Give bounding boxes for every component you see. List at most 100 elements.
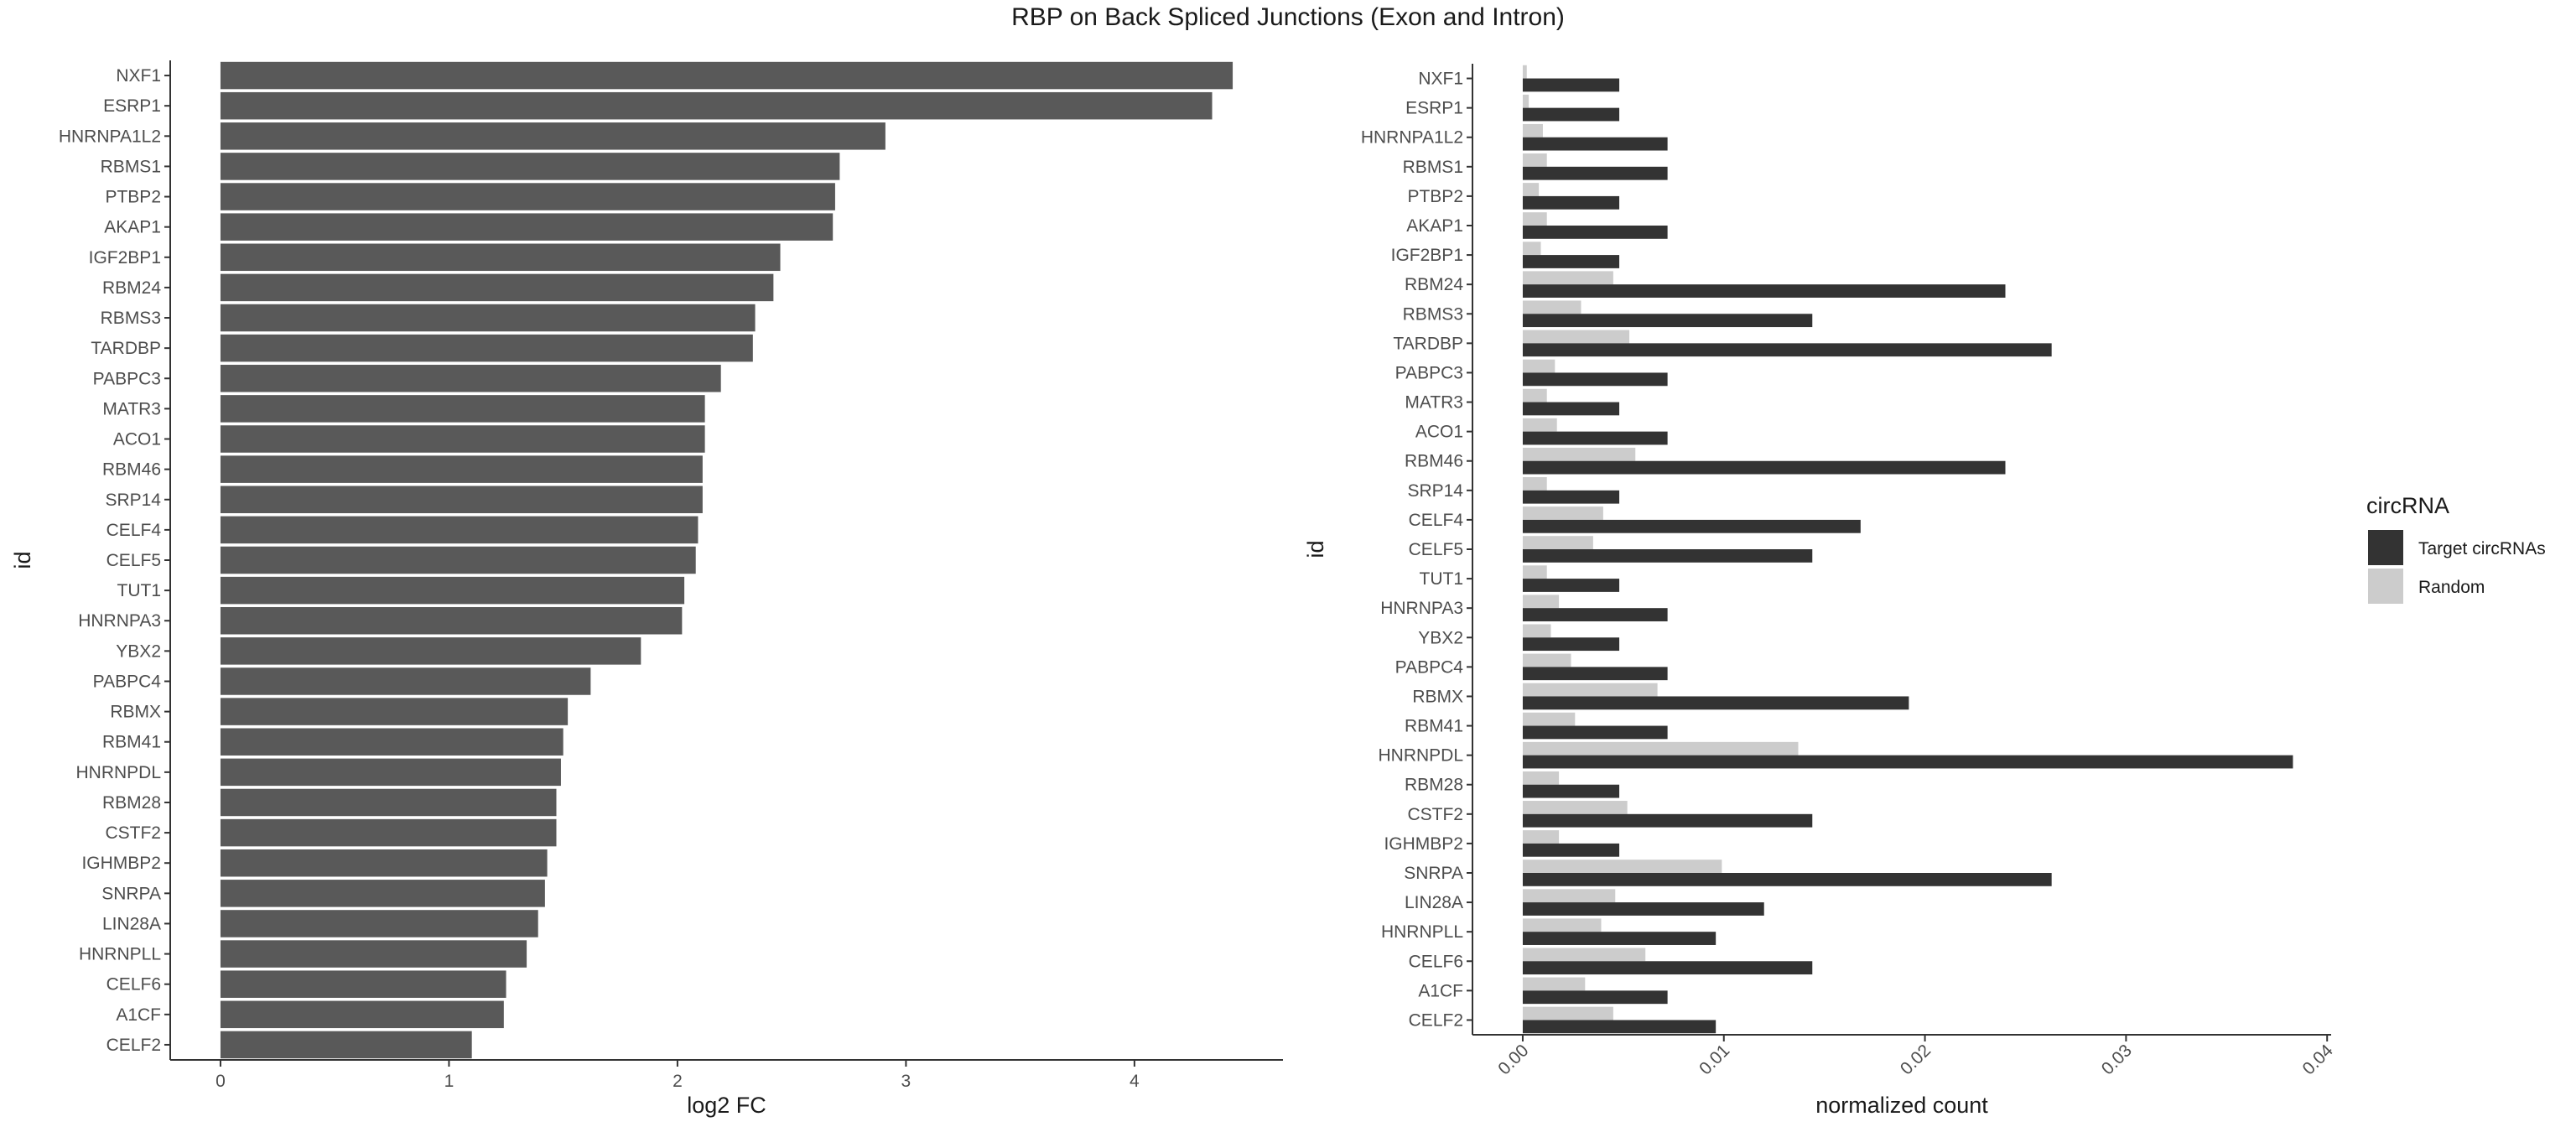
bar-random bbox=[1522, 712, 1576, 726]
bar-random bbox=[1522, 595, 1560, 609]
x-tick-label: 0.00 bbox=[1494, 1041, 1532, 1078]
bar-log2fc bbox=[220, 576, 685, 605]
y-tick-label: LIN28A bbox=[102, 914, 161, 933]
x-tick-label: 0 bbox=[216, 1072, 226, 1091]
bar-target-circrnas bbox=[1522, 107, 1620, 122]
bar-random bbox=[1522, 948, 1646, 962]
bar-target-circrnas bbox=[1522, 902, 1764, 916]
legend-swatch-target bbox=[2368, 530, 2403, 565]
bar-log2fc bbox=[220, 153, 840, 180]
y-tick-label: IGHMBP2 bbox=[1384, 834, 1463, 854]
bar-log2fc bbox=[220, 698, 569, 725]
bar-log2fc bbox=[220, 243, 781, 272]
y-tick-label: HNRNPLL bbox=[79, 945, 161, 964]
y-tick-label: HNRNPA1L2 bbox=[59, 127, 161, 146]
bar-target-circrnas bbox=[1522, 696, 1909, 710]
bar-target-circrnas bbox=[1522, 932, 1716, 945]
y-tick-label: AKAP1 bbox=[1406, 216, 1463, 236]
bar-target-circrnas bbox=[1522, 343, 2052, 357]
bar-log2fc bbox=[220, 1031, 472, 1059]
y-tick-label: CELF6 bbox=[106, 975, 161, 995]
y-tick-label: RBMS3 bbox=[1403, 304, 1463, 324]
right-panel-normalized-count: NXF1 ESRP1 HNRNPA1L2 RBMS1 PTBP2 AKAP1 IGF2BP1… bbox=[1303, 64, 2337, 1118]
y-tick-label: RBM46 bbox=[1405, 452, 1463, 471]
y-tick-label: CSTF2 bbox=[1407, 805, 1463, 824]
bar-log2fc bbox=[220, 425, 705, 453]
x-axis-title: normalized count bbox=[1815, 1093, 1988, 1118]
bar-random bbox=[1522, 330, 1630, 344]
bar-target-circrnas bbox=[1522, 579, 1620, 592]
y-tick-label: SRP14 bbox=[1407, 481, 1463, 501]
bar-log2fc bbox=[220, 728, 564, 756]
bar-log2fc bbox=[220, 365, 721, 392]
y-tick-label: ACO1 bbox=[113, 430, 161, 449]
bar-log2fc bbox=[220, 455, 703, 483]
bar-target-circrnas bbox=[1522, 667, 1668, 681]
y-tick-label: CELF2 bbox=[106, 1036, 161, 1055]
bar-target-circrnas bbox=[1522, 460, 2006, 475]
chart-title: RBP on Back Spliced Junctions (Exon and … bbox=[1011, 3, 1565, 31]
bar-target-circrnas bbox=[1522, 990, 1668, 1005]
legend-title: circRNA bbox=[2366, 493, 2449, 518]
y-tick-label: MATR3 bbox=[1405, 393, 1463, 413]
bar-random bbox=[1522, 300, 1581, 314]
bar-log2fc bbox=[220, 606, 683, 635]
y-axis-title: id bbox=[1303, 540, 1328, 558]
y-tick-label: HNRNPDL bbox=[75, 763, 161, 782]
legend-label-random: Random bbox=[2418, 578, 2485, 597]
bar-log2fc bbox=[220, 546, 696, 574]
y-tick-label: RBM46 bbox=[102, 460, 161, 480]
bar-target-circrnas bbox=[1522, 195, 1620, 210]
bar-random bbox=[1522, 183, 1540, 196]
bar-random bbox=[1522, 65, 1527, 79]
y-tick-label: HNRNPA3 bbox=[1380, 599, 1463, 618]
bar-log2fc bbox=[220, 273, 774, 302]
bar-random bbox=[1522, 977, 1586, 991]
y-tick-label: CELF5 bbox=[106, 551, 161, 570]
y-tick-label: PTBP2 bbox=[105, 188, 161, 207]
bar-random bbox=[1522, 1006, 1613, 1021]
bar-target-circrnas bbox=[1522, 78, 1620, 92]
x-tick-label: 3 bbox=[901, 1072, 911, 1091]
bar-target-circrnas bbox=[1522, 873, 2052, 886]
y-tick-label: SNRPA bbox=[101, 884, 161, 903]
bar-random bbox=[1522, 683, 1658, 697]
bar-target-circrnas bbox=[1522, 490, 1620, 504]
legend-label-target: Target circRNAs bbox=[2418, 539, 2546, 558]
x-tick-label: 0.01 bbox=[1696, 1041, 1733, 1078]
y-tick-label: PABPC3 bbox=[1395, 363, 1463, 382]
bar-random bbox=[1522, 741, 1799, 756]
bar-random bbox=[1522, 212, 1547, 226]
bar-log2fc bbox=[220, 910, 538, 937]
bar-random bbox=[1522, 447, 1636, 461]
x-tick-label: 0.02 bbox=[1897, 1041, 1935, 1078]
y-tick-label: RBM41 bbox=[102, 733, 161, 752]
bar-log2fc bbox=[220, 183, 835, 210]
bar-log2fc bbox=[220, 486, 703, 514]
y-tick-label: CELF4 bbox=[106, 521, 162, 540]
bar-log2fc bbox=[220, 516, 699, 544]
bar-log2fc bbox=[220, 788, 557, 817]
bar-target-circrnas bbox=[1522, 137, 1668, 151]
x-tick-label: 4 bbox=[1130, 1072, 1140, 1091]
bar-log2fc bbox=[220, 940, 527, 968]
bar-random bbox=[1522, 830, 1560, 844]
bar-log2fc bbox=[220, 758, 561, 787]
bar-target-circrnas bbox=[1522, 725, 1668, 740]
bar-log2fc bbox=[220, 1000, 504, 1029]
y-tick-label: ACO1 bbox=[1415, 423, 1463, 442]
bar-target-circrnas bbox=[1522, 961, 1813, 975]
y-tick-label: TUT1 bbox=[117, 581, 162, 600]
x-axis-title: log2 FC bbox=[687, 1093, 766, 1118]
y-tick-label: TARDBP bbox=[91, 339, 161, 358]
bar-random bbox=[1522, 477, 1547, 491]
bar-target-circrnas bbox=[1522, 784, 1620, 798]
bar-target-circrnas bbox=[1522, 637, 1620, 652]
y-tick-label: PABPC3 bbox=[93, 369, 161, 388]
bar-random bbox=[1522, 388, 1547, 402]
bar-target-circrnas bbox=[1522, 284, 2006, 298]
y-tick-label: RBMS1 bbox=[101, 157, 161, 176]
y-tick-label: IGHMBP2 bbox=[81, 854, 161, 873]
bar-target-circrnas bbox=[1522, 1020, 1716, 1034]
bar-target-circrnas bbox=[1522, 314, 1813, 328]
